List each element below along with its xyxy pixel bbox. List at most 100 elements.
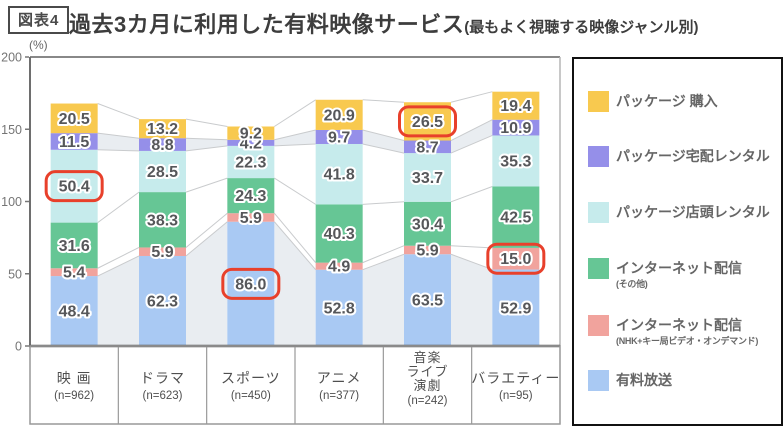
category-label: ライブ — [406, 364, 448, 379]
value-label: 20.9 — [324, 107, 355, 124]
highlight-box — [486, 242, 546, 275]
connector-line — [274, 143, 316, 147]
bar-segment — [50, 103, 98, 134]
bar-segment — [227, 221, 275, 346]
value-label: 20.5 — [59, 111, 90, 128]
connector-ribbon — [97, 255, 139, 346]
category-n-label: (n=377) — [319, 390, 359, 402]
connector-line — [273, 221, 317, 271]
value-label: 31.6 — [59, 238, 90, 255]
connector-ribbon — [274, 129, 316, 146]
figure-title-text: 過去3カ月に利用した有料映像サービス — [69, 12, 465, 37]
legend-label: パッケージ 購入 — [616, 93, 718, 109]
highlight-box — [44, 170, 104, 203]
value-label: 62.3 — [147, 293, 178, 310]
bar-segment — [315, 204, 363, 263]
legend-text: インターネット配信 (NHK+キー局ビデオ・オンデマンド) — [616, 315, 758, 347]
connector-line — [97, 255, 140, 277]
legend-swatch — [588, 258, 609, 279]
bar-segment — [404, 102, 451, 141]
category-label: アニメ — [317, 370, 362, 386]
legend-label: インターネット配信 — [616, 260, 742, 276]
y-tick-label: 0 — [15, 340, 22, 354]
value-label: 26.5 — [412, 114, 443, 131]
bar-segment — [492, 247, 540, 270]
connector-ribbon — [451, 119, 493, 154]
legend-swatch — [588, 146, 609, 167]
value-label: 4.2 — [240, 135, 262, 152]
legend: パッケージ 購入 パッケージ宅配レンタル パッケージ店頭レンタル インターネット配信 (… — [572, 57, 783, 426]
legend-swatch — [588, 202, 609, 223]
value-label: 40.3 — [324, 226, 355, 243]
category-label: 音楽 — [413, 350, 441, 365]
connector-line — [450, 245, 493, 249]
y-tick-label: 100 — [1, 195, 22, 209]
category-n-label: (n=450) — [231, 390, 271, 402]
bar-segment — [139, 119, 186, 139]
value-label: 15.0 — [500, 251, 531, 268]
value-label: 19.4 — [500, 98, 531, 115]
connector-line — [362, 143, 405, 154]
connector-line — [362, 245, 405, 264]
value-label: 33.7 — [412, 170, 443, 187]
bar-segment — [492, 119, 540, 136]
legend-sublabel: (NHK+キー局ビデオ・オンデマンド) — [616, 336, 759, 346]
bar-segment — [315, 99, 363, 130]
bar-segment — [404, 254, 451, 346]
value-label: 5.9 — [416, 242, 438, 259]
connector-ribbon — [274, 221, 316, 346]
bar-segment — [315, 269, 363, 346]
bar-segment — [404, 245, 451, 255]
connector-line — [362, 99, 405, 103]
value-label: 48.4 — [59, 304, 90, 321]
value-label: 9.7 — [328, 129, 350, 146]
category-n-label: (n=623) — [143, 390, 183, 402]
figure-subtitle-text: (最もよく視聴する映像ジャンル別) — [464, 19, 699, 36]
value-label: 41.8 — [324, 167, 355, 184]
value-label: 28.5 — [147, 164, 178, 181]
value-label: 5.9 — [151, 244, 173, 261]
bar-segment — [227, 178, 275, 214]
legend-item: インターネット配信 (その他) — [588, 258, 742, 290]
connector-line — [273, 212, 317, 263]
bar-segment — [139, 247, 186, 256]
category-label: 演劇 — [413, 378, 441, 393]
bar-segment — [315, 129, 363, 144]
value-label: 8.8 — [151, 137, 173, 154]
bar-segment — [50, 149, 98, 223]
connector-line — [362, 129, 405, 142]
legend-label: 有料放送 — [616, 372, 672, 388]
category-label: 映 画 — [57, 370, 92, 386]
legend-text: 有料放送 — [616, 370, 672, 391]
category-n-label: (n=95) — [499, 390, 533, 402]
connector-ribbon — [186, 221, 228, 346]
category-label: スポーツ — [221, 370, 281, 386]
bar-segment — [492, 91, 540, 120]
connector-line — [450, 119, 493, 141]
value-label: 5.4 — [63, 265, 85, 282]
connector-ribbon — [362, 254, 404, 346]
connector-line — [185, 212, 228, 248]
legend-swatch — [588, 370, 609, 391]
legend-item: 有料放送 — [588, 370, 672, 391]
connector-line — [97, 191, 140, 223]
value-label: 24.3 — [235, 188, 266, 205]
bar-segment — [50, 276, 98, 346]
connector-line — [362, 201, 405, 205]
bar-segment — [227, 126, 275, 140]
value-label: 35.3 — [500, 153, 531, 170]
bar-segment — [492, 135, 540, 187]
legend-item: インターネット配信 (NHK+キー局ビデオ・オンデマンド) — [588, 315, 758, 347]
highlight-box — [398, 105, 457, 138]
legend-label: パッケージ店頭レンタル — [616, 204, 770, 220]
y-tick-label: 150 — [1, 123, 22, 137]
bar-segment — [50, 222, 98, 269]
legend-item: パッケージ宅配レンタル — [588, 146, 770, 167]
bar-segment — [315, 143, 363, 205]
legend-text: パッケージ店頭レンタル — [616, 202, 770, 223]
connector-line — [185, 118, 228, 127]
figure-tag: 図表4 — [8, 6, 70, 34]
value-label: 13.2 — [147, 121, 178, 138]
connector-line — [97, 132, 140, 139]
